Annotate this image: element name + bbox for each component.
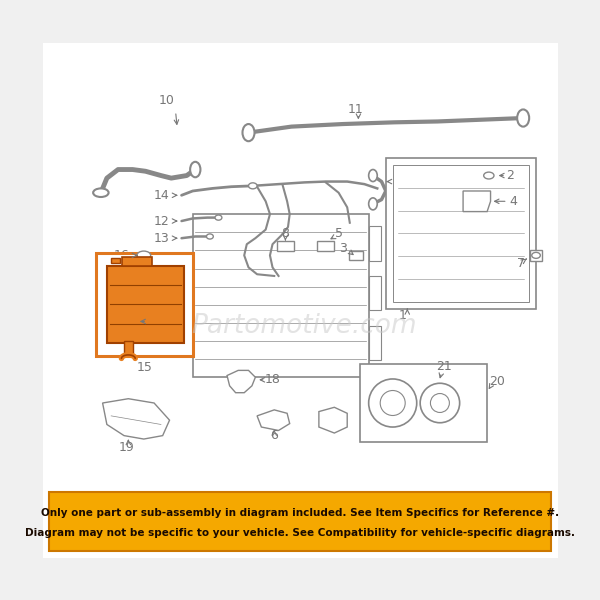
Ellipse shape: [517, 109, 529, 127]
Ellipse shape: [368, 170, 377, 182]
Ellipse shape: [137, 251, 151, 260]
Bar: [49, 492, 551, 551]
Text: Only one part or sub-assembly in diagram included. See Item Specifics for Refere: Only one part or sub-assembly in diagram…: [41, 508, 559, 518]
Bar: [349, 251, 362, 260]
Bar: [124, 341, 133, 355]
Text: 18: 18: [265, 373, 280, 386]
Ellipse shape: [190, 162, 200, 177]
Ellipse shape: [248, 183, 257, 189]
Text: Partomotive.com: Partomotive.com: [191, 313, 417, 339]
Bar: [360, 364, 487, 442]
Text: 17: 17: [143, 315, 160, 328]
Text: 8: 8: [281, 227, 289, 239]
Bar: [368, 276, 380, 310]
Text: 5: 5: [335, 227, 343, 239]
Bar: [530, 250, 542, 260]
Ellipse shape: [215, 215, 222, 220]
Text: 11: 11: [348, 103, 364, 116]
Bar: [111, 258, 120, 263]
Text: 15: 15: [136, 361, 152, 374]
Bar: [107, 266, 184, 343]
Circle shape: [430, 394, 449, 412]
Text: 14: 14: [154, 189, 170, 202]
Ellipse shape: [206, 234, 214, 239]
Polygon shape: [319, 407, 347, 433]
Ellipse shape: [242, 124, 254, 141]
Polygon shape: [227, 370, 256, 392]
Bar: [277, 241, 294, 251]
Text: 4: 4: [509, 195, 517, 208]
Text: 21: 21: [436, 361, 452, 373]
Text: 16: 16: [113, 249, 130, 262]
Bar: [393, 165, 529, 302]
Text: 12: 12: [154, 215, 170, 227]
Text: Diagram may not be specific to your vehicle. See Compatibility for vehicle-speci: Diagram may not be specific to your vehi…: [25, 528, 575, 538]
Bar: [317, 241, 334, 251]
Text: 1: 1: [399, 309, 407, 322]
Polygon shape: [257, 410, 290, 430]
Ellipse shape: [532, 253, 541, 259]
Circle shape: [368, 379, 417, 427]
Bar: [368, 226, 380, 260]
Polygon shape: [103, 399, 170, 439]
Text: 13: 13: [154, 232, 170, 245]
Text: 20: 20: [490, 375, 505, 388]
Bar: [368, 326, 380, 360]
Ellipse shape: [93, 188, 109, 197]
Text: 7: 7: [517, 257, 526, 271]
Bar: [386, 158, 536, 308]
Text: 2: 2: [506, 169, 514, 182]
Text: 9: 9: [391, 172, 398, 185]
Circle shape: [420, 383, 460, 423]
Bar: [96, 253, 193, 356]
Bar: [122, 257, 152, 266]
Circle shape: [380, 391, 405, 415]
Text: 19: 19: [119, 441, 134, 454]
Ellipse shape: [368, 198, 377, 210]
Text: 10: 10: [159, 94, 175, 107]
Bar: [193, 214, 368, 377]
Polygon shape: [463, 191, 491, 212]
Text: 6: 6: [271, 429, 278, 442]
Ellipse shape: [484, 172, 494, 179]
Text: 3: 3: [340, 242, 347, 255]
